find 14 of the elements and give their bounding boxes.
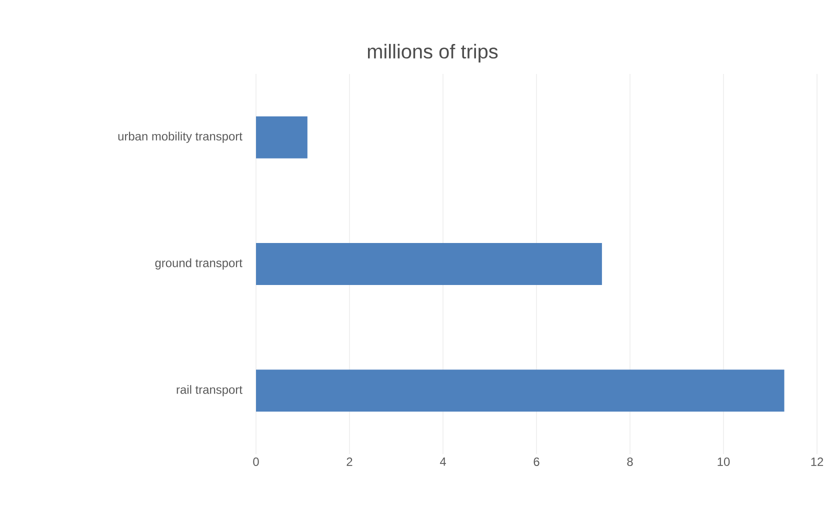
x-tick-label: 6 bbox=[534, 458, 540, 466]
bar bbox=[256, 370, 784, 412]
x-tick-label: 10 bbox=[718, 458, 730, 466]
x-tick-label: 12 bbox=[811, 458, 824, 466]
x-tick-label: 4 bbox=[440, 458, 446, 466]
y-tick-label: urban mobility transport bbox=[118, 132, 242, 143]
chart-title: millions of trips bbox=[368, 44, 498, 63]
x-tick-label: 8 bbox=[627, 458, 633, 466]
y-tick-label: ground transport bbox=[155, 258, 242, 270]
y-tick-label: rail transport bbox=[176, 385, 242, 396]
x-tick-label: 0 bbox=[253, 458, 259, 466]
bar bbox=[256, 116, 308, 158]
bar bbox=[256, 242, 602, 285]
x-tick-label: 2 bbox=[346, 458, 352, 466]
